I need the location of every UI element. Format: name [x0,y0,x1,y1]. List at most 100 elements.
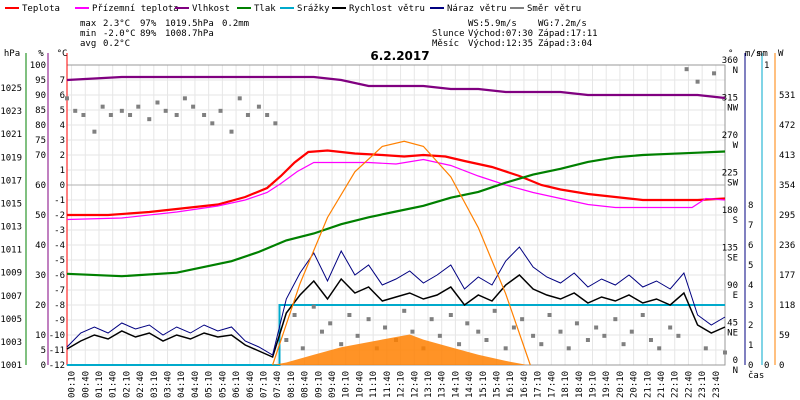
hpa-tick: 1023 [0,107,22,117]
direction-point [465,321,470,326]
direction-point [511,325,516,330]
direction-point [684,67,689,72]
x-tick: 21:10 [643,371,653,398]
direction-point [703,346,708,351]
stats-rain: 0.2mm [222,19,249,29]
direction-tick: 270 [722,131,738,141]
direction-point [457,342,462,347]
x-tick: 16:10 [506,371,516,398]
series-line [66,274,726,359]
direction-point [429,317,434,322]
direction-label: N [733,66,738,76]
legend-label: Náraz větru [447,4,507,14]
mm-tick: 1 [764,61,769,71]
hpa-tick: 1019 [0,153,22,163]
direction-point [574,321,579,326]
direction-point [355,333,360,338]
direction-point [119,108,124,113]
series-line [66,150,726,278]
direction-point [218,108,223,113]
direction-point [668,325,673,330]
ms-tick: 8 [748,201,753,211]
ms-tick: 5 [748,261,753,271]
celsius-tick: -6 [54,271,65,281]
direction-point [202,113,207,117]
x-tick: 08:10 [287,371,297,398]
celsius-tick: -12 [49,361,65,371]
x-tick: 07:40 [273,371,283,398]
direction-point [147,117,152,122]
sun-set: Západ:17:11 [538,29,598,39]
x-tick: 10:10 [342,371,352,398]
direction-tick: 45 [727,319,738,329]
celsius-tick: -3 [54,226,65,236]
chart-title: 6.2.2017 [370,49,429,63]
direction-point [256,104,261,109]
percent-tick: 90 [35,91,46,101]
legend-label: Tlak [254,4,276,14]
series-line [272,140,531,366]
direction-tick: 135 [722,244,738,254]
hpa-tick: 1003 [0,338,22,348]
axis-title-ms: m/s [745,49,761,59]
wm2-tick: 531 [779,91,795,101]
celsius-tick: 7 [60,76,65,86]
direction-label: N [733,366,738,376]
wm2-tick: 0 [779,361,784,371]
direction-point [237,96,242,101]
x-axis-title: čas [748,370,764,381]
x-tick: 05:40 [218,371,228,398]
x-tick: 16:40 [520,371,530,398]
direction-point [695,79,700,84]
direction-label: NE [727,329,738,339]
direction-point [566,346,571,351]
direction-point [520,317,525,322]
x-tick: 04:10 [177,371,187,398]
hpa-tick: 1017 [0,176,22,186]
celsius-tick: 3 [60,136,65,146]
x-tick: 17:40 [547,371,557,398]
percent-tick: 10 [35,331,46,341]
stats-temp: 0.2°C [103,39,130,49]
direction-point [273,121,278,126]
wm2-tick: 118 [779,301,795,311]
hpa-tick: 1005 [0,315,22,325]
direction-point [621,342,626,347]
legend-label: Přízemní teplota [92,4,179,14]
direction-point [503,346,508,351]
direction-label: W [733,141,739,151]
celsius-tick: -9 [54,316,65,326]
direction-point [311,304,316,309]
legend-label: Směr větru [527,4,581,14]
axis-title-hpa: hPa [4,49,20,59]
legend-label: Srážky [297,4,330,14]
direction-point [712,71,717,76]
percent-tick: 80 [35,121,46,131]
direction-point [657,346,662,351]
x-tick: 19:40 [602,371,612,398]
direction-point [402,308,407,313]
hpa-tick: 1013 [0,223,22,233]
direction-label: SW [727,179,738,189]
direction-tick: 0 [733,356,738,366]
percent-tick: 70 [35,151,46,161]
wind-gust-max: WG:7.2m/s [538,19,587,29]
x-tick: 02:10 [122,371,132,398]
moon-label: Měsíc [432,39,459,49]
x-tick: 13:10 [424,371,434,398]
x-tick: 10:40 [355,371,365,398]
x-tick: 20:40 [630,371,640,398]
celsius-tick: -7 [54,286,65,296]
direction-point [539,342,544,347]
direction-tick: 180 [722,206,738,216]
moon-set: Západ:3:04 [538,39,592,49]
direction-tick: 315 [722,94,738,104]
direction-point [339,342,344,347]
stats-pressure: 1008.7hPa [165,29,214,39]
ms-tick: 0 [748,361,753,371]
x-tick: 20:10 [616,371,626,398]
direction-point [284,338,289,342]
x-tick: 14:40 [465,371,475,398]
series-line [67,149,726,217]
percent-tick: 85 [35,106,46,116]
